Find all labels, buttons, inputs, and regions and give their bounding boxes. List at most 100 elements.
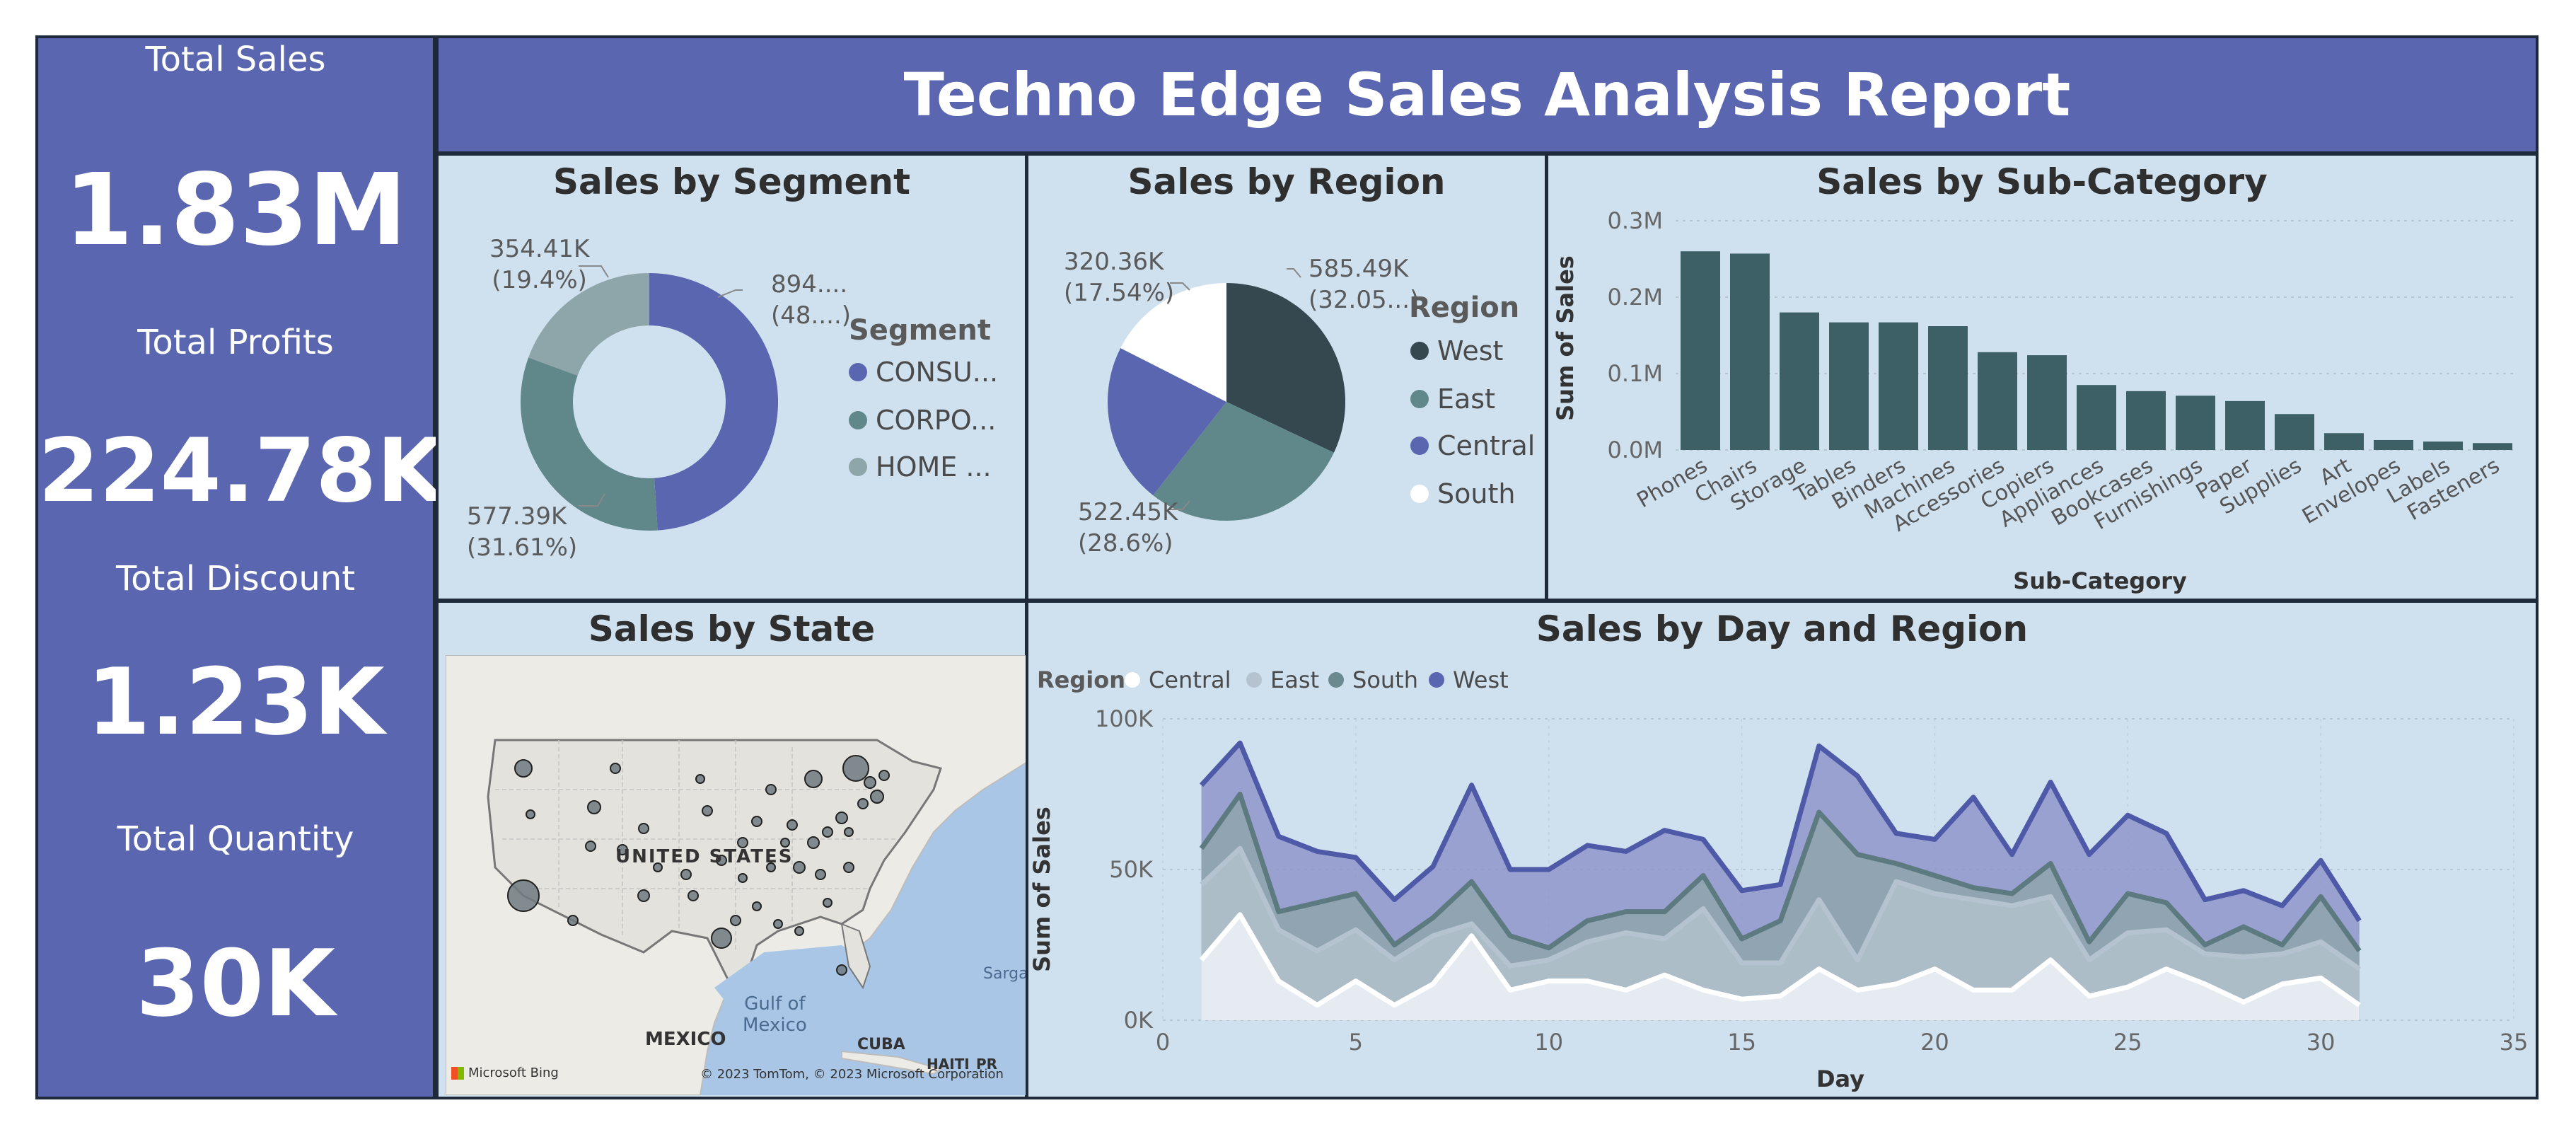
segment-legend-corporate[interactable]: CORPO... xyxy=(849,405,996,436)
day-region-panel[interactable]: Sales by Day and Region Region Central E… xyxy=(1026,600,2539,1099)
state-bubble xyxy=(617,844,628,855)
subcategory-bar-supplies xyxy=(2275,414,2314,450)
total-profits-value: 224.78K xyxy=(38,420,445,522)
region-legend-central[interactable]: Central xyxy=(1410,430,1535,461)
segment-slice-corporate xyxy=(521,357,658,531)
state-bubble xyxy=(752,901,762,911)
state-panel[interactable]: Sales by State UNITED STATES Gulf of xyxy=(436,600,1028,1099)
report-title: Techno Edge Sales Analysis Report xyxy=(903,60,2071,129)
subcategory-ytick: 0.3M xyxy=(1608,207,1664,234)
caribbean-sea xyxy=(750,1080,1028,1095)
state-bubble xyxy=(836,964,847,976)
microsoft-icon xyxy=(451,1066,464,1080)
region-panel[interactable]: Sales by Region 320.36K (17.54%) 585.49K(… xyxy=(1026,153,1548,601)
region-label-east: 522.45K (28.6%) xyxy=(1078,498,1178,558)
state-bubble xyxy=(787,819,798,831)
total-discount-label: Total Discount xyxy=(115,559,356,599)
subcategory-bar-storage xyxy=(1780,312,1819,450)
map-label-mexico: MEXICO xyxy=(645,1029,726,1050)
region-pie-chart[interactable] xyxy=(1028,156,1545,599)
subcategory-xlabel: Sub-Category xyxy=(2013,567,2187,594)
total-discount-value: 1.23K xyxy=(86,648,385,756)
segment-legend-home-office[interactable]: HOME ... xyxy=(849,451,992,483)
segment-title: Sales by Segment xyxy=(553,161,910,202)
state-bubble xyxy=(773,919,783,929)
map-label-united-states: UNITED STATES xyxy=(615,846,794,867)
day-region-ylabel: Sum of Sales xyxy=(1028,807,1055,972)
subcategory-ytick: 0.0M xyxy=(1608,437,1664,463)
subcategory-ytick: 0.2M xyxy=(1608,284,1664,311)
subcategory-bar-appliances xyxy=(2077,385,2116,450)
state-bubble xyxy=(780,838,790,848)
segment-donut-chart[interactable] xyxy=(439,156,1025,599)
subcategory-bar-chart[interactable]: 0.3M0.2M0.1M0.0MPhonesChairsStorageTable… xyxy=(1548,156,2536,599)
us-land xyxy=(487,739,942,990)
segment-legend-consumer[interactable]: CONSU... xyxy=(849,357,998,388)
subcategory-bar-envelopes xyxy=(2374,439,2413,450)
state-borders xyxy=(495,740,898,952)
state-bubble xyxy=(794,926,804,936)
state-bubble xyxy=(637,889,650,902)
state-bubble xyxy=(711,928,732,949)
subcategory-bar-furnishings xyxy=(2176,395,2215,450)
map-canvas[interactable] xyxy=(446,655,1028,1095)
state-map[interactable]: UNITED STATES Gulf of Mexico MEXICO CUBA… xyxy=(446,655,1028,1095)
day-ytick: 50K xyxy=(1109,856,1154,883)
map-label-sargasso: Sargas xyxy=(983,965,1028,983)
day-region-area-chart[interactable]: 0K 50K 100K 0 5 10 15 20 25 30 35 Sum of Sales Day xyxy=(1028,603,2536,1097)
state-bubble xyxy=(587,800,601,814)
state-bubble xyxy=(804,770,823,788)
subcategory-bar-bookcases xyxy=(2126,391,2166,450)
subcategory-bar-copiers xyxy=(2027,355,2067,450)
day-xtick: 15 xyxy=(1727,1029,1756,1056)
state-bubble xyxy=(716,855,727,866)
legend-dot xyxy=(1429,672,1444,688)
legend-dot xyxy=(1410,485,1429,503)
day-line-east xyxy=(1200,845,2361,971)
day-region-legend-east[interactable]: East xyxy=(1246,666,1319,693)
state-bubble xyxy=(507,879,540,912)
legend-dot xyxy=(849,363,867,381)
segment-label-home: 354.41K (19.4%) xyxy=(489,235,590,294)
day-region-legend-title: Region xyxy=(1037,666,1125,693)
state-bubble xyxy=(567,915,579,926)
day-region-legend-central[interactable]: Central xyxy=(1125,666,1231,693)
state-title: Sales by State xyxy=(588,608,876,649)
legend-dot xyxy=(1410,390,1429,408)
total-quantity-label: Total Quantity xyxy=(117,819,354,859)
day-xtick: 20 xyxy=(1920,1029,1949,1056)
florida xyxy=(840,923,871,990)
map-label-gulf: Gulf of Mexico xyxy=(743,993,807,1036)
state-bubble xyxy=(766,862,776,872)
total-quantity-value: 30K xyxy=(136,930,335,1037)
legend-dot xyxy=(849,411,867,429)
region-slice-central xyxy=(1108,347,1226,496)
subcategory-panel[interactable]: Sales by Sub-Category 0.3M 0.2M 0.1M 0.0M Ph… xyxy=(1545,153,2539,601)
state-bubble xyxy=(738,873,748,883)
state-bubble xyxy=(835,812,848,824)
region-legend-south[interactable]: South xyxy=(1410,478,1515,509)
subcategory-ytick: 0.1M xyxy=(1608,360,1664,387)
region-legend-west[interactable]: West xyxy=(1410,335,1503,366)
region-title: Sales by Region xyxy=(1127,161,1446,202)
state-bubble xyxy=(844,827,854,837)
subcategory-bar-machines xyxy=(1928,326,1968,450)
subcategory-bar-paper xyxy=(2225,400,2265,450)
day-region-legend-west[interactable]: West xyxy=(1429,666,1509,693)
segment-slice-consumer xyxy=(649,273,778,531)
segment-panel[interactable]: Sales by Segment 354.41K (19.4%) 894....(… xyxy=(436,153,1028,601)
region-label-south: 320.36K (17.54%) xyxy=(1064,248,1175,307)
day-region-title: Sales by Day and Region xyxy=(1536,608,2029,649)
state-bubble xyxy=(807,836,820,849)
kpi-panel: Total Sales 1.83M Total Profits 224.78K … xyxy=(35,35,445,1099)
subcategory-bar-binders xyxy=(1879,322,1918,450)
bing-logo: Microsoft Bing xyxy=(451,1065,559,1080)
region-legend-east[interactable]: East xyxy=(1410,383,1495,415)
day-region-legend-south[interactable]: South xyxy=(1328,666,1418,693)
region-slice-west xyxy=(1226,283,1345,453)
legend-dot xyxy=(849,458,867,476)
legend-dot xyxy=(1410,437,1429,455)
state-bubble xyxy=(815,869,826,880)
legend-dot xyxy=(1246,672,1262,688)
region-slice-east xyxy=(1153,402,1334,521)
